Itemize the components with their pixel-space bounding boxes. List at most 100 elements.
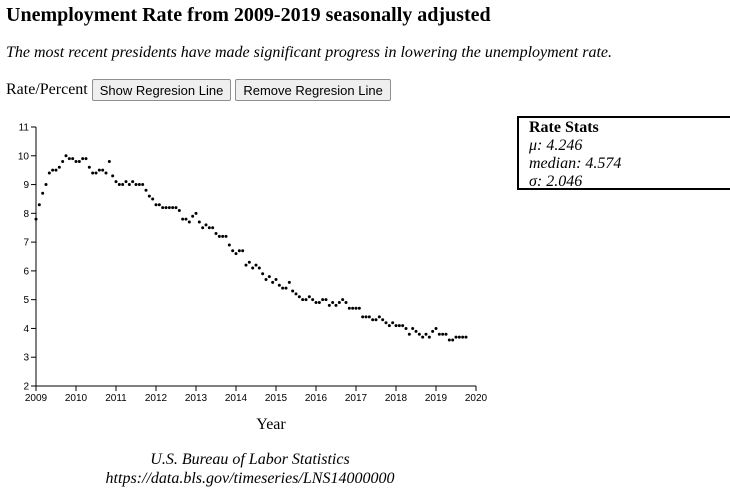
stats-mean: μ: 4.246 — [529, 137, 583, 154]
data-point — [314, 301, 318, 305]
data-point — [44, 183, 48, 187]
rate-stats-box: Rate Stats μ: 4.246 median: 4.574 σ: 2.0… — [517, 116, 730, 190]
data-point — [437, 332, 441, 336]
data-point — [127, 183, 131, 187]
data-point — [197, 220, 201, 224]
data-point — [284, 286, 288, 290]
data-point — [294, 292, 298, 296]
source-url: https://data.bls.gov/timeseries/LNS14000… — [105, 470, 395, 487]
data-point — [464, 335, 468, 339]
data-point — [91, 171, 95, 175]
x-tick-label: 2020 — [465, 393, 488, 404]
y-tick-label: 9 — [23, 180, 29, 191]
data-point — [384, 321, 388, 325]
data-point — [217, 234, 221, 238]
data-point — [424, 332, 428, 336]
data-point — [381, 318, 385, 322]
remove-regression-button[interactable]: Remove Regresion Line — [235, 79, 391, 101]
data-point — [391, 321, 395, 325]
data-point — [111, 174, 115, 178]
data-point — [421, 335, 425, 339]
data-point — [191, 214, 195, 218]
data-points — [34, 154, 468, 342]
y-tick-label: 5 — [23, 295, 29, 306]
y-axis: 2 3 4 5 6 7 8 9 10 11 — [18, 123, 37, 393]
data-point — [347, 306, 351, 310]
data-point — [131, 180, 135, 184]
x-tick-label: 2016 — [305, 393, 328, 404]
data-point — [411, 326, 415, 330]
data-point — [171, 206, 175, 210]
data-point — [97, 168, 101, 172]
data-point — [354, 306, 358, 310]
x-tick-label: 2011 — [105, 393, 127, 404]
stats-title: Rate Stats — [529, 119, 599, 136]
data-point — [74, 160, 78, 164]
x-tick-label: 2009 — [25, 393, 48, 404]
y-tick-label: 8 — [23, 209, 29, 220]
data-point — [151, 197, 155, 201]
data-point — [431, 329, 435, 333]
data-point — [117, 183, 121, 187]
data-point — [231, 249, 235, 253]
y-axis-unit-label: Rate/Percent — [6, 81, 88, 98]
data-point — [374, 318, 378, 322]
data-point — [71, 157, 75, 161]
data-point — [261, 272, 265, 276]
data-point — [207, 226, 211, 230]
data-point — [441, 332, 445, 336]
data-point — [444, 332, 448, 336]
data-point — [227, 243, 231, 247]
data-point — [114, 180, 118, 184]
data-point — [457, 335, 461, 339]
x-tick-label: 2010 — [65, 393, 88, 404]
x-tick-label: 2013 — [185, 393, 208, 404]
data-point — [41, 191, 45, 195]
data-point — [241, 249, 245, 253]
data-source: U.S. Bureau of Labor Statistics https://… — [100, 450, 400, 488]
x-tick-label: 2014 — [225, 393, 248, 404]
data-point — [351, 306, 355, 310]
y-tick-label: 2 — [23, 382, 29, 393]
data-point — [304, 298, 308, 302]
data-point — [211, 226, 215, 230]
data-point — [331, 301, 335, 305]
y-tick-label: 6 — [23, 266, 29, 277]
data-point — [121, 183, 125, 187]
data-point — [174, 206, 178, 210]
data-point — [307, 295, 311, 299]
data-point — [244, 263, 248, 267]
x-axis-label: Year — [256, 416, 286, 433]
data-point — [447, 338, 451, 342]
data-point — [124, 180, 128, 184]
data-point — [204, 223, 208, 227]
data-point — [251, 266, 255, 270]
data-point — [371, 318, 375, 322]
data-point — [344, 301, 348, 305]
data-point — [301, 298, 305, 302]
data-point — [161, 206, 165, 210]
data-point — [357, 306, 361, 310]
data-point — [454, 335, 458, 339]
data-point — [364, 315, 368, 319]
data-point — [47, 171, 51, 175]
data-point — [417, 332, 421, 336]
data-point — [274, 278, 278, 282]
data-point — [407, 332, 411, 336]
data-point — [337, 301, 341, 305]
show-regression-button[interactable]: Show Regresion Line — [91, 79, 232, 101]
data-point — [101, 168, 105, 172]
data-point — [394, 324, 398, 328]
source-name: U.S. Bureau of Labor Statistics — [150, 451, 350, 468]
data-point — [317, 301, 321, 305]
x-tick-label: 2017 — [345, 393, 368, 404]
page-title: Unemployment Rate from 2009-2019 seasona… — [6, 4, 491, 26]
data-point — [167, 206, 171, 210]
data-point — [397, 324, 401, 328]
data-point — [214, 231, 218, 235]
data-point — [184, 217, 188, 221]
data-point — [404, 326, 408, 330]
data-point — [64, 154, 68, 158]
data-point — [134, 183, 138, 187]
data-point — [164, 206, 168, 210]
